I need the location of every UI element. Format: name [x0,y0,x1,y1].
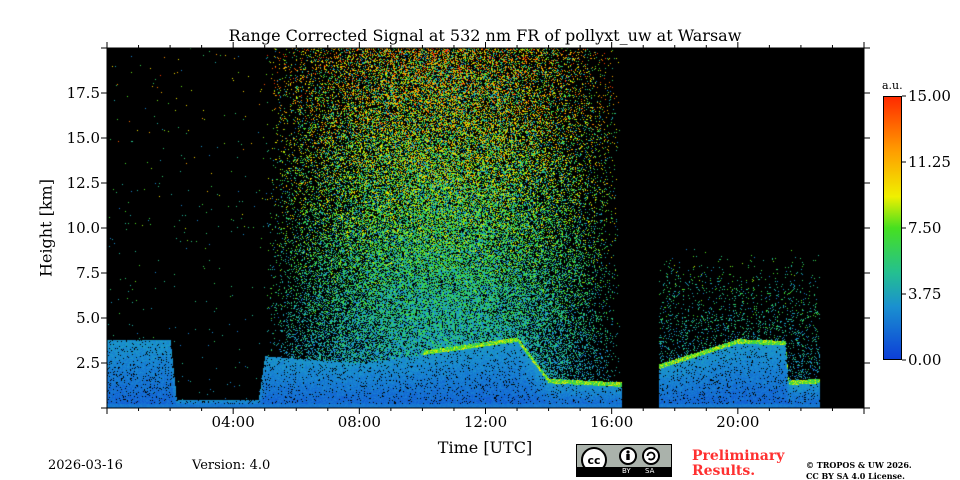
heatmap-canvas [107,48,864,408]
x-tick-label: 12:00 [463,413,508,431]
x-tick-label: 20:00 [716,413,760,431]
colorbar [883,96,902,360]
x-tick-label: 08:00 [337,413,381,431]
colorbar-tick-label: 0.00 [908,351,942,369]
cc-by-sa-badge: cc BY SA [576,444,672,477]
preliminary-note: Preliminary Results. [692,449,784,479]
preliminary-line-2: Results. [692,463,756,479]
y-tick-label: 5.0 [76,309,100,327]
colorbar-unit: a.u. [882,79,903,92]
copyright-line-2: CC BY SA 4.0 License. [806,471,905,480]
version-label: Version: 4.0 [192,458,271,473]
sa-label: SA [645,467,655,475]
colorbar-tick-label: 3.75 [908,285,942,303]
plot-frame [106,47,865,409]
copyright-line-1: © TROPOS & UW 2026. [806,460,912,470]
colorbar-tick-label: 15.00 [908,87,951,105]
y-tick-label: 10.0 [66,219,100,237]
y-tick-label: 12.5 [66,174,100,192]
colorbar-tick-label: 7.50 [908,219,942,237]
cc-icon [581,447,607,469]
y-tick-label: 7.5 [76,264,100,282]
plot-area [107,48,864,408]
colorbar-tick-label: 11.25 [908,153,951,171]
preliminary-line-1: Preliminary [692,448,785,464]
date-label: 2026-03-16 [48,458,123,473]
y-tick-label: 2.5 [76,354,100,372]
svg-text:cc: cc [587,454,600,467]
by-label: BY [622,467,631,475]
x-axis-label: Time [UTC] [437,438,533,457]
sa-icon [642,447,660,465]
x-tick-label: 16:00 [590,413,634,431]
copyright-note: © TROPOS & UW 2026. CC BY SA 4.0 License… [806,460,912,480]
chart-title: Range Corrected Signal at 532 nm FR of p… [228,26,742,45]
x-tick-label: 04:00 [211,413,255,431]
y-tick-label: 17.5 [66,84,100,102]
y-tick-label: 15.0 [66,129,100,147]
